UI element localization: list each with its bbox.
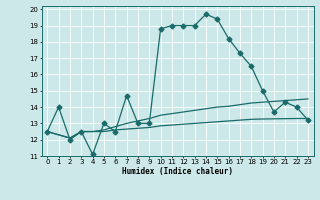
X-axis label: Humidex (Indice chaleur): Humidex (Indice chaleur) bbox=[122, 167, 233, 176]
